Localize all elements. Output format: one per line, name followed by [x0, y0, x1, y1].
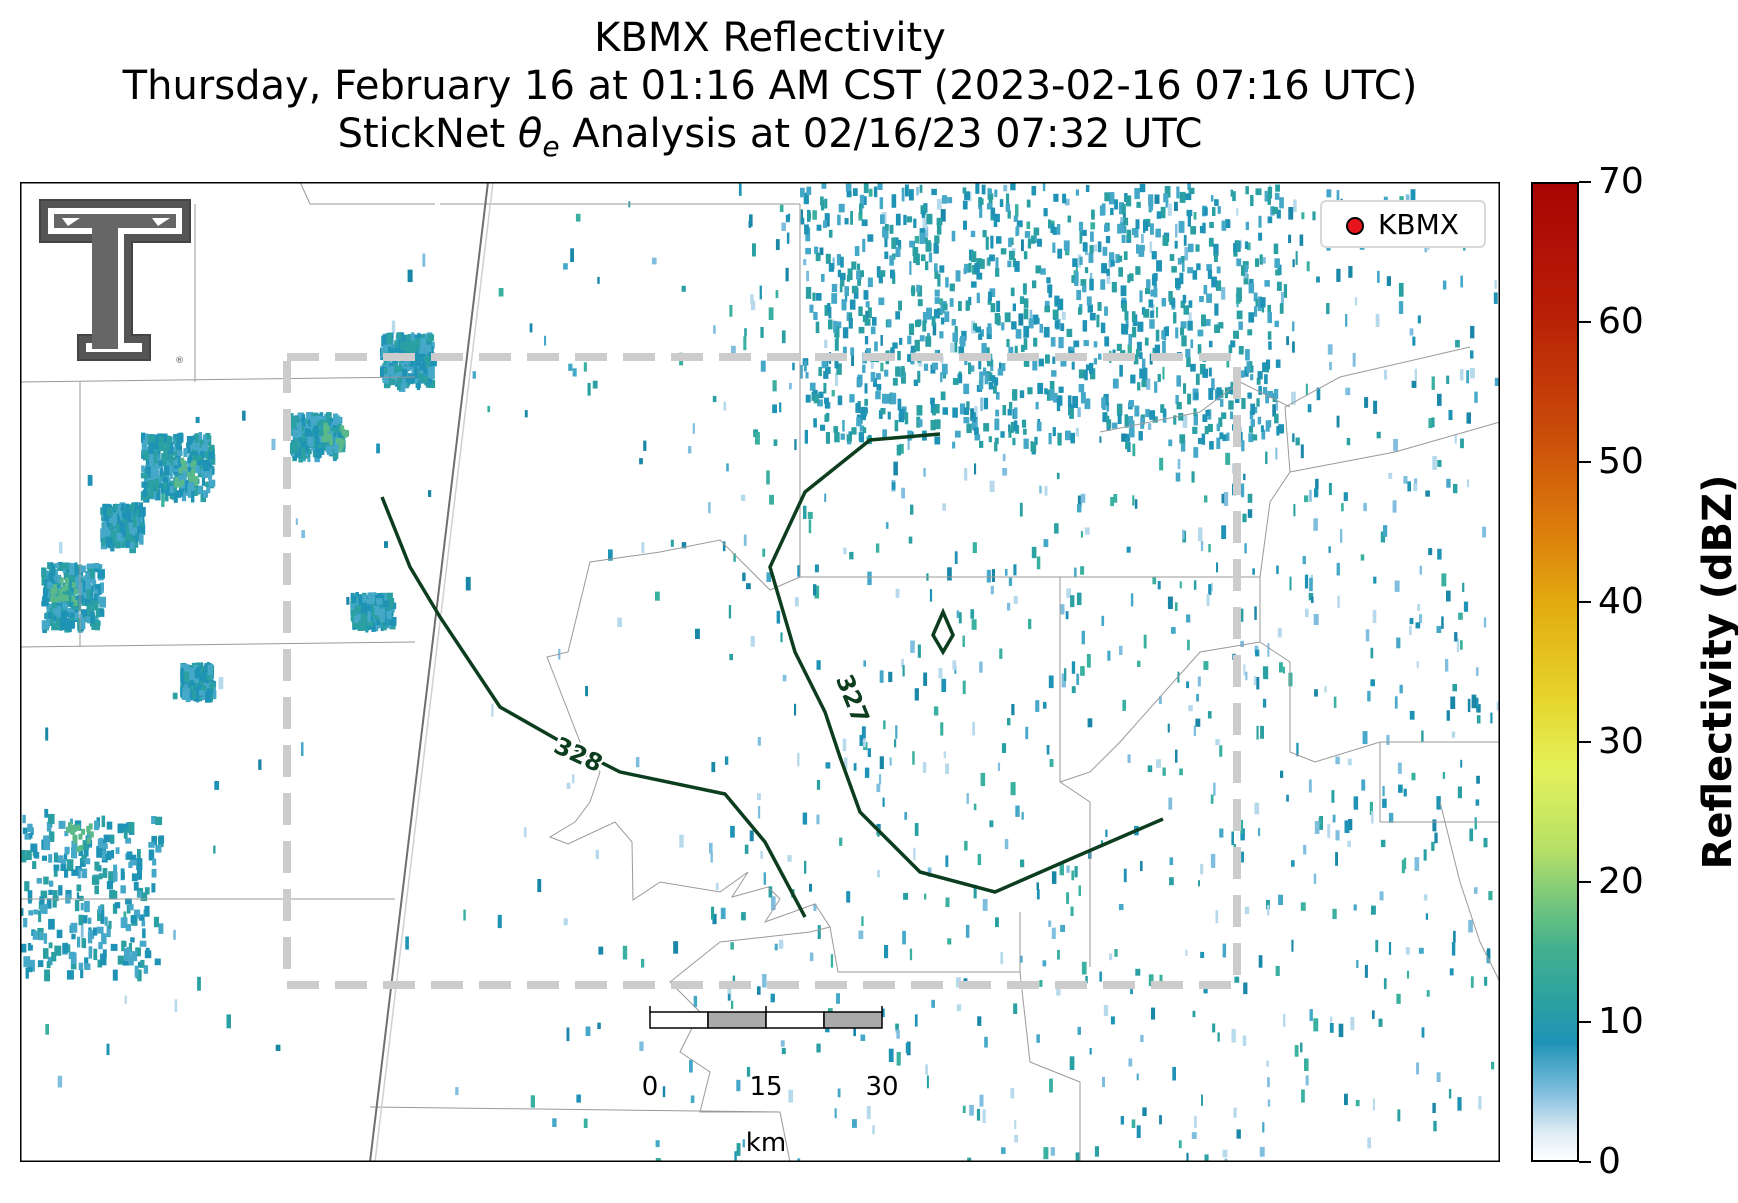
state-line — [369, 182, 489, 1162]
figure-title: KBMX Reflectivity Thursday, February 16 … — [0, 14, 1540, 171]
colorbar-tick-mark — [1579, 881, 1591, 883]
colorbar-tick-mark — [1579, 461, 1591, 463]
contour-328 — [380, 496, 807, 918]
colorbar-tick-label: 10 — [1598, 1001, 1644, 1042]
title-radar: KBMX Reflectivity — [594, 15, 946, 61]
contour-327-closed — [931, 607, 955, 656]
colorbar-tick-mark — [1579, 1161, 1591, 1163]
title-analysis: StickNet θe Analysis at 02/16/23 07:32 U… — [337, 111, 1203, 163]
colorbar-title: Reflectivity (dBZ) — [1695, 474, 1738, 870]
svg-text:®: ® — [175, 356, 184, 366]
texas-tech-logo-icon: ® — [39, 199, 191, 366]
colorbar-tick-label: 0 — [1598, 1141, 1621, 1182]
colorbar-tick-mark — [1579, 1021, 1591, 1023]
colorbar-tick-mark — [1579, 321, 1591, 323]
reflectivity-echoes — [20, 182, 1500, 1162]
colorbar-tick-label: 20 — [1598, 861, 1644, 902]
scale-tick-15: 15 — [749, 1072, 783, 1102]
theta-e-contours — [380, 432, 1164, 918]
colorbar-tick-label: 70 — [1598, 161, 1644, 202]
legend-label: KBMX — [1378, 208, 1459, 241]
colorbar-tick-label: 40 — [1598, 581, 1644, 622]
radar-map: 328 327 ® — [20, 182, 1500, 1162]
colorbar-tick-label: 60 — [1598, 301, 1644, 342]
title-time: Thursday, February 16 at 01:16 AM CST (2… — [122, 63, 1418, 109]
map-legend: KBMX — [1320, 200, 1486, 248]
radar-site-marker-icon — [1346, 217, 1364, 235]
scale-tick-30: 30 — [865, 1072, 899, 1102]
scale-tick-0: 0 — [641, 1072, 659, 1102]
contour-327 — [768, 432, 1164, 894]
county-lines — [20, 182, 1500, 1162]
colorbar-tick-label: 30 — [1598, 721, 1644, 762]
scale-bar — [649, 1006, 883, 1029]
colorbar-tick-mark — [1579, 741, 1591, 743]
colorbar-tick-label: 50 — [1598, 441, 1644, 482]
analysis-domain-box — [283, 353, 1241, 989]
scale-unit: km — [745, 1128, 787, 1158]
colorbar-tick-mark — [1579, 601, 1591, 603]
colorbar-tick-mark — [1579, 181, 1591, 183]
colorbar — [1531, 182, 1579, 1162]
